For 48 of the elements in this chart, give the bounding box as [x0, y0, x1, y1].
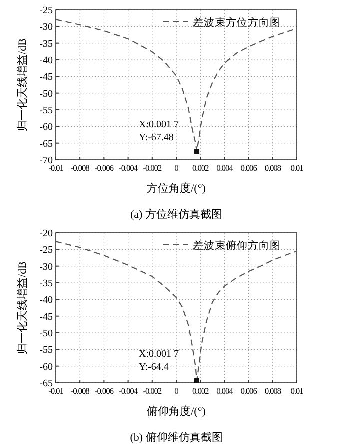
y-axis-title: 归一化天线增益/dB	[16, 262, 29, 354]
x-tick-label: 0.01	[290, 163, 304, 173]
x-tick-label: -0.002	[143, 386, 162, 396]
legend-label: 差波束方位方向图	[193, 16, 281, 29]
y-tick-label: -25	[40, 6, 53, 16]
x-tick-label: -0.008	[70, 163, 90, 173]
y-tick-label: -65	[40, 138, 53, 150]
x-tick-label: -0.008	[70, 386, 90, 396]
y-tick-label: -60	[40, 362, 53, 373]
x-axis-title: 俯仰角度/(°)	[147, 405, 206, 418]
x-tick-label: 0.008	[264, 386, 282, 396]
x-tick-label: 0.004	[216, 386, 234, 396]
y-tick-label: -60	[40, 122, 53, 134]
x-tick-label: 0.01	[290, 386, 304, 396]
x-tick-label: 0	[174, 163, 179, 173]
y-tick-label: -50	[40, 328, 53, 340]
x-tick-label: 0.002	[192, 386, 210, 396]
y-tick-label: -55	[40, 106, 53, 116]
x-tick-label: 0.006	[240, 386, 258, 396]
y-tick-label: -55	[40, 345, 53, 356]
y-tick-label: -20	[40, 228, 53, 240]
y-tick-label: -35	[40, 38, 53, 50]
y-tick-label: -50	[40, 88, 53, 100]
x-axis-title: 方位角度/(°)	[147, 182, 206, 195]
annotation: X:0.001 7 Y:-64.4	[138, 349, 179, 373]
y-tick-label: -40	[40, 56, 53, 66]
legend-label: 差波束俯仰方向图	[193, 239, 281, 252]
x-tick-label: -0.004	[119, 386, 139, 396]
text: (b) 俯仰维仿真截图	[130, 431, 223, 444]
y-tick-label: -35	[40, 278, 53, 290]
text: (a) 方位维仿真截图	[130, 208, 222, 221]
y-tick-label: -30	[40, 262, 53, 273]
x-tick-label: 0.004	[216, 163, 234, 173]
y-tick-label: -45	[40, 312, 53, 323]
x-tick-label: 0	[174, 386, 179, 396]
y-axis-title: 归一化天线增益/dB	[16, 38, 29, 132]
y-tick-label: -30	[40, 22, 53, 34]
y-tick-label: -45	[40, 72, 53, 84]
y-tick-label: -40	[40, 295, 53, 306]
x-tick-label: 0.008	[264, 163, 282, 173]
x-tick-label: 0.002	[192, 163, 210, 173]
annotation: X:0.001 7 Y:-67.48	[138, 120, 179, 144]
x-tick-label: -0.004	[119, 163, 139, 173]
x-tick-label: -0.002	[143, 163, 162, 173]
x-tick-label: -0.006	[95, 386, 114, 396]
x-tick-label: 0.006	[240, 163, 258, 173]
y-tick-label: -25	[40, 245, 53, 256]
x-tick-label: -0.006	[95, 163, 114, 173]
